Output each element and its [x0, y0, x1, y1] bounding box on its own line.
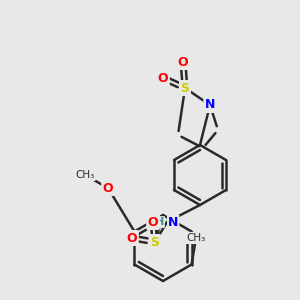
- Text: S: S: [151, 236, 160, 248]
- Text: O: O: [127, 232, 137, 244]
- Text: N: N: [168, 215, 178, 229]
- Text: S: S: [181, 82, 190, 94]
- Text: H: H: [155, 217, 164, 227]
- Text: N: N: [205, 98, 215, 112]
- Text: O: O: [158, 71, 168, 85]
- Text: O: O: [178, 56, 188, 68]
- Text: CH₃: CH₃: [186, 233, 206, 243]
- Text: CH₃: CH₃: [75, 170, 94, 180]
- Text: O: O: [148, 215, 158, 229]
- Text: O: O: [103, 182, 113, 194]
